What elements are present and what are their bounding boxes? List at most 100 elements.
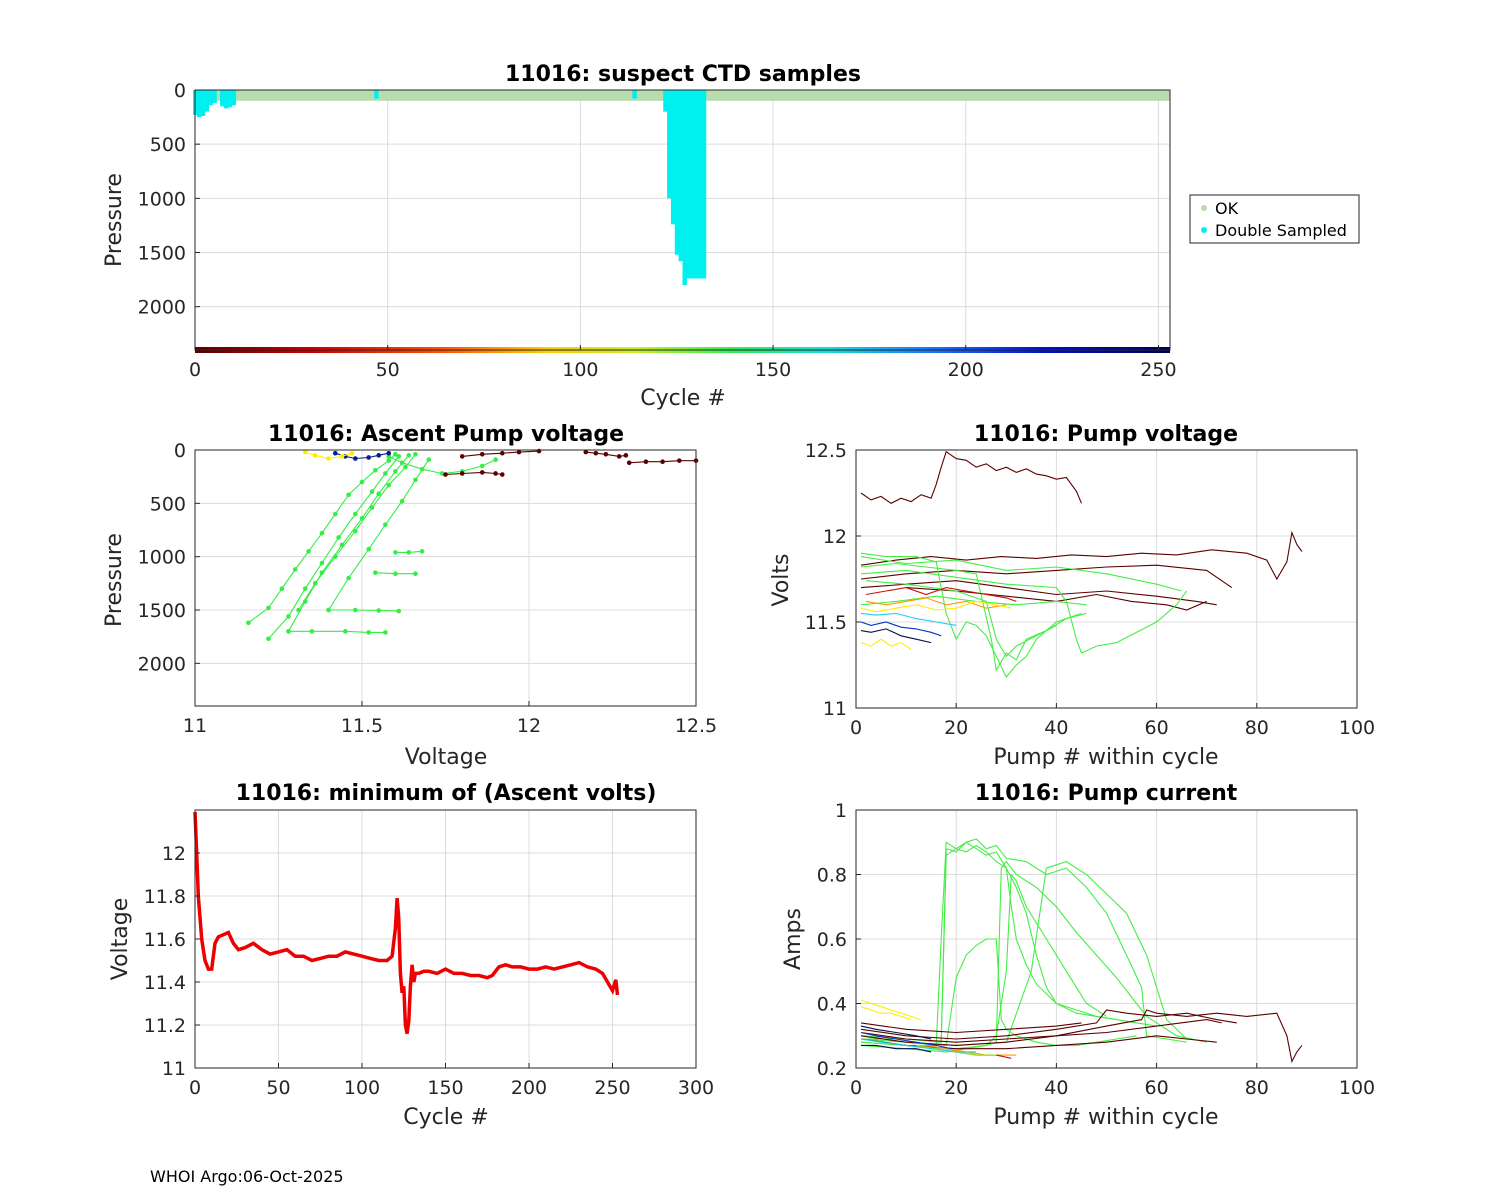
series-line-4 bbox=[860, 872, 1107, 1053]
tick-label-y: 11 bbox=[823, 698, 847, 720]
p3-grid bbox=[855, 449, 1358, 709]
double-sampled-bar bbox=[208, 90, 213, 106]
legend-double-marker bbox=[1201, 227, 1207, 233]
p3-marks bbox=[860, 450, 1303, 679]
tick-label-x: 12.5 bbox=[675, 715, 717, 737]
tick-label-x: 50 bbox=[266, 1077, 290, 1099]
tick-label-x: 150 bbox=[427, 1077, 463, 1099]
tick-label-x: 40 bbox=[1044, 717, 1068, 739]
double-sampled-bar bbox=[694, 90, 699, 279]
p4-ticks: 0 50 100 150 200 250 300 11 11.2 11.4 11.6 11.8 12 bbox=[144, 843, 714, 1099]
series-point bbox=[459, 454, 465, 459]
series-point bbox=[336, 535, 341, 540]
series-point bbox=[593, 450, 599, 456]
tick-label-x: 80 bbox=[1245, 1077, 1269, 1099]
p5-ylabel: Amps bbox=[781, 908, 806, 970]
p3-xlabel: Pump # within cycle bbox=[993, 745, 1218, 770]
series-point bbox=[376, 491, 382, 497]
series-line-2 bbox=[860, 564, 1233, 589]
series-point bbox=[393, 469, 398, 474]
p3-title: 11016: Pump voltage bbox=[974, 422, 1238, 447]
p1-ticks: 0 50 100 150 200 250 0 500 1000 1500 2000 bbox=[138, 80, 1177, 381]
tick-label-x: 200 bbox=[511, 1077, 547, 1099]
double-sampled-bar bbox=[663, 90, 668, 112]
series-point bbox=[286, 614, 291, 619]
series-point bbox=[332, 554, 338, 559]
series-line-7 bbox=[860, 569, 1188, 654]
series-line-4 bbox=[906, 587, 1207, 611]
series-point bbox=[326, 607, 331, 613]
series-line-0 bbox=[193, 812, 620, 1034]
series-point bbox=[443, 472, 448, 477]
series-point bbox=[603, 451, 609, 457]
series-point bbox=[326, 456, 331, 461]
panel-ascent-pump-voltage: 11 11.5 12 12.5 0 500 1000 1500 2000 11016: Asce… bbox=[102, 422, 717, 770]
series-point bbox=[383, 630, 388, 635]
series-point bbox=[359, 479, 365, 485]
series-point bbox=[373, 467, 378, 473]
series-line-1 bbox=[860, 530, 1303, 581]
double-sampled-bar bbox=[670, 90, 676, 225]
tick-label-x: 0 bbox=[850, 1077, 862, 1099]
p4-title: 11016: minimum of (Ascent volts) bbox=[236, 781, 657, 806]
tick-label-y: 11.5 bbox=[805, 612, 847, 634]
tick-label-y: 12 bbox=[162, 843, 186, 865]
tick-label-y: 1500 bbox=[138, 600, 186, 622]
p2-marks bbox=[246, 448, 699, 642]
double-sampled-bar bbox=[200, 90, 206, 116]
series-line-16 bbox=[860, 628, 932, 644]
tick-label-x: 60 bbox=[1145, 1077, 1169, 1099]
panel-pump-current: 0 20 40 60 80 100 0.2 0.4 0.6 0.8 1 11016: Pump cu… bbox=[781, 781, 1375, 1130]
series-point bbox=[312, 453, 318, 458]
series-point bbox=[302, 449, 308, 455]
tick-label-x: 100 bbox=[344, 1077, 380, 1099]
tick-label-y: 500 bbox=[150, 134, 186, 156]
p1-axes-box bbox=[194, 89, 1171, 351]
series-point bbox=[413, 477, 418, 483]
series-point bbox=[349, 450, 355, 456]
tick-label-x: 0 bbox=[189, 1077, 201, 1099]
series-point bbox=[306, 549, 311, 554]
tick-label-y: 0.8 bbox=[817, 865, 847, 887]
footer-text: WHOI Argo:06-Oct-2025 bbox=[150, 1167, 344, 1186]
series-point bbox=[399, 460, 405, 466]
series-line-13 bbox=[860, 600, 1012, 613]
double-sampled-bar bbox=[690, 90, 695, 279]
series-point bbox=[369, 489, 375, 494]
double-sampled-bar bbox=[223, 90, 229, 109]
series-point bbox=[319, 570, 325, 575]
p1-title: 11016: suspect CTD samples bbox=[505, 62, 861, 87]
double-sampled-bar bbox=[678, 90, 684, 262]
double-sampled-bar bbox=[682, 90, 687, 285]
series-point bbox=[302, 586, 308, 591]
series-point bbox=[296, 607, 301, 613]
series-line-3 bbox=[298, 453, 416, 611]
tick-label-x: 100 bbox=[1339, 717, 1375, 739]
series-point bbox=[493, 457, 498, 462]
tick-label-x: 150 bbox=[755, 359, 791, 381]
series-point bbox=[677, 458, 682, 463]
double-sampled-bar bbox=[227, 90, 233, 108]
series-point bbox=[536, 448, 542, 454]
series-line-12 bbox=[865, 597, 1007, 609]
tick-label-x: 60 bbox=[1145, 717, 1169, 739]
series-point bbox=[623, 453, 629, 458]
series-point bbox=[413, 571, 418, 577]
series-point bbox=[266, 636, 271, 642]
series-point bbox=[413, 451, 418, 457]
p5-ticks: 0 20 40 60 80 100 0.2 0.4 0.6 0.8 1 bbox=[817, 800, 1375, 1099]
series-point bbox=[346, 575, 351, 581]
series-point bbox=[246, 620, 251, 626]
series-point bbox=[396, 454, 402, 459]
series-point bbox=[319, 530, 325, 536]
series-line-13 bbox=[860, 1006, 912, 1021]
series-point bbox=[376, 608, 382, 613]
p1-ylabel: Pressure bbox=[102, 173, 127, 267]
series-point bbox=[419, 466, 425, 472]
double-sampled-bar bbox=[212, 90, 217, 103]
series-point bbox=[459, 471, 465, 476]
series-line-0 bbox=[248, 453, 396, 624]
series-point bbox=[660, 459, 665, 465]
tick-label-x: 200 bbox=[948, 359, 984, 381]
